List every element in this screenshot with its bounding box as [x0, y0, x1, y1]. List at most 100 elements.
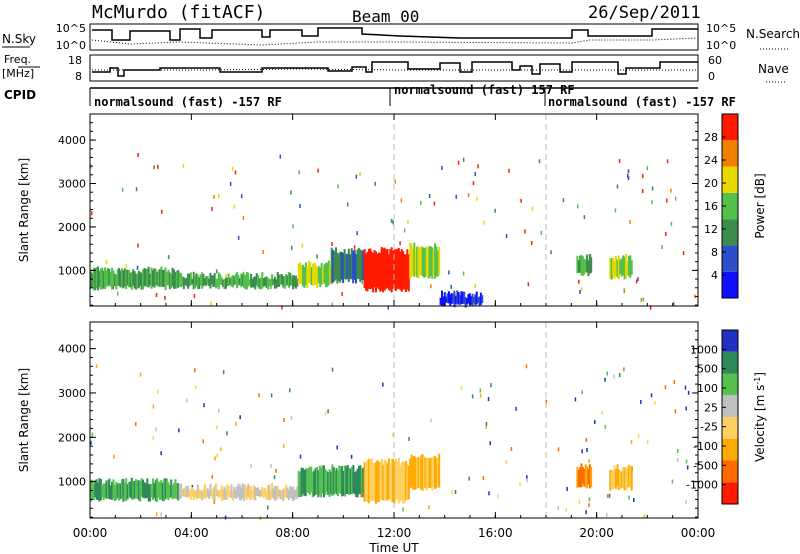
- echo-region-5-cell: [436, 250, 439, 277]
- echo-region-8-cell: [622, 255, 625, 276]
- y-tick-label: 2000: [58, 221, 86, 234]
- echo-region-1-cell: [294, 275, 297, 289]
- echo-region-0-cell: [146, 268, 149, 288]
- echo-region-1-cell: [275, 485, 278, 501]
- scatter-echo: [331, 367, 334, 372]
- echo-region-1-cell: [226, 277, 229, 287]
- echo-region-1-cell: [264, 487, 267, 497]
- scatter-echo: [408, 436, 410, 441]
- scatter-echo: [233, 204, 235, 209]
- echo-region-2-cell: [309, 262, 312, 284]
- scatter-echo: [641, 174, 644, 179]
- echo-region-2-cell: [324, 262, 327, 288]
- echo-region-1-cell: [192, 271, 195, 290]
- scatter-echo: [686, 465, 689, 470]
- echo-region-6-cell: [456, 290, 459, 304]
- echo-region-6-cell: [440, 290, 443, 306]
- echo-region-3-cell: [337, 253, 340, 282]
- scatter-echo: [637, 277, 639, 282]
- echo-region-1-cell: [257, 487, 260, 496]
- echo-region-0-cell: [170, 479, 173, 498]
- freq-label-line1: Freq.: [4, 53, 31, 66]
- echo-region-0-cell: [119, 270, 122, 288]
- echo-region-3-cell: [377, 461, 380, 503]
- echo-region-5-cell: [429, 246, 432, 276]
- colorbar-tick-label: -100: [693, 440, 718, 453]
- echo-region-1-cell: [206, 488, 209, 498]
- echo-region-2-cell: [353, 471, 356, 495]
- echo-region-0-cell: [137, 270, 140, 289]
- echo-region-2-cell: [343, 465, 346, 497]
- echo-region-1-cell: [215, 483, 218, 497]
- echo-region-8-cell: [619, 259, 622, 275]
- echo-region-5-cell: [584, 464, 587, 488]
- echo-region-1-cell: [262, 278, 265, 287]
- scatter-echo: [155, 512, 158, 517]
- scatter-echo: [474, 283, 476, 288]
- echo-region-3-cell: [352, 250, 355, 284]
- colorbar-tick-label: 28: [704, 131, 718, 144]
- echo-region-2-cell: [329, 265, 332, 284]
- scatter-echo: [152, 435, 154, 440]
- echo-region-1-cell: [255, 273, 258, 286]
- echo-region-2-cell: [308, 466, 311, 495]
- echo-region-1-cell: [194, 490, 197, 498]
- echo-region-7-cell: [587, 260, 590, 277]
- echo-region-0-cell: [130, 477, 133, 500]
- colorbar-swatch: [722, 351, 738, 374]
- scatter-echo: [661, 245, 663, 250]
- echo-region-3-cell: [334, 247, 337, 280]
- scatter-echo: [182, 163, 185, 168]
- y-tick-label: 3000: [58, 387, 86, 400]
- scatter-echo: [640, 400, 642, 405]
- echo-region-1-cell: [224, 277, 227, 289]
- echo-region-0-cell: [157, 481, 160, 498]
- echo-region-8-cell: [626, 261, 629, 275]
- echo-region-1-cell: [265, 276, 268, 288]
- scatter-echo: [576, 204, 579, 209]
- echo-region-7-cell: [581, 256, 584, 276]
- scatter-echo: [217, 408, 220, 413]
- scatter-echo: [273, 475, 276, 480]
- echo-region-0-cell: [144, 483, 147, 498]
- echo-region-1-cell: [195, 273, 198, 286]
- scatter-echo: [155, 427, 157, 432]
- scatter-echo: [581, 449, 583, 454]
- scatter-echo: [215, 269, 218, 274]
- echo-region-3-cell: [344, 254, 348, 280]
- colorbar-tick-label: 24: [704, 154, 718, 167]
- echo-region-5-cell: [409, 243, 412, 280]
- scatter-echo: [214, 456, 216, 461]
- colorbar-swatch: [722, 245, 738, 272]
- cpid-label: CPID: [4, 88, 36, 102]
- echo-region-6-cell: [626, 467, 629, 489]
- scatter-echo: [616, 184, 619, 189]
- scatter-echo: [331, 302, 334, 307]
- scatter-echo: [430, 284, 432, 289]
- echo-region-0-cell: [147, 266, 150, 288]
- echo-region-3-cell: [369, 459, 372, 500]
- scatter-echo: [604, 377, 606, 382]
- echo-region-0-cell: [118, 267, 121, 286]
- scatter-echo: [281, 305, 283, 310]
- scatter-echo: [519, 482, 521, 487]
- echo-region-7-cell: [590, 257, 593, 273]
- scatter-echo: [641, 189, 644, 194]
- echo-region-8-cell: [620, 258, 623, 277]
- echo-region-4-cell: [436, 457, 439, 487]
- echo-region-1-cell: [209, 272, 212, 289]
- echo-region-1-cell: [213, 273, 216, 287]
- echo-region-3-cell: [396, 461, 399, 500]
- x-tick-label: 20:00: [579, 526, 614, 540]
- echo-region-1-cell: [248, 486, 251, 499]
- scatter-echo: [627, 176, 630, 181]
- echo-region-1-cell: [276, 486, 279, 499]
- echo-region-1-cell: [178, 272, 181, 287]
- echo-region-1-cell: [231, 275, 234, 288]
- scatter-echo: [524, 229, 526, 234]
- scatter-echo: [213, 194, 215, 199]
- echo-region-1-cell: [275, 279, 278, 289]
- scatter-echo: [279, 154, 282, 159]
- echo-region-1-cell: [216, 278, 219, 288]
- echo-region-1-cell: [188, 273, 191, 287]
